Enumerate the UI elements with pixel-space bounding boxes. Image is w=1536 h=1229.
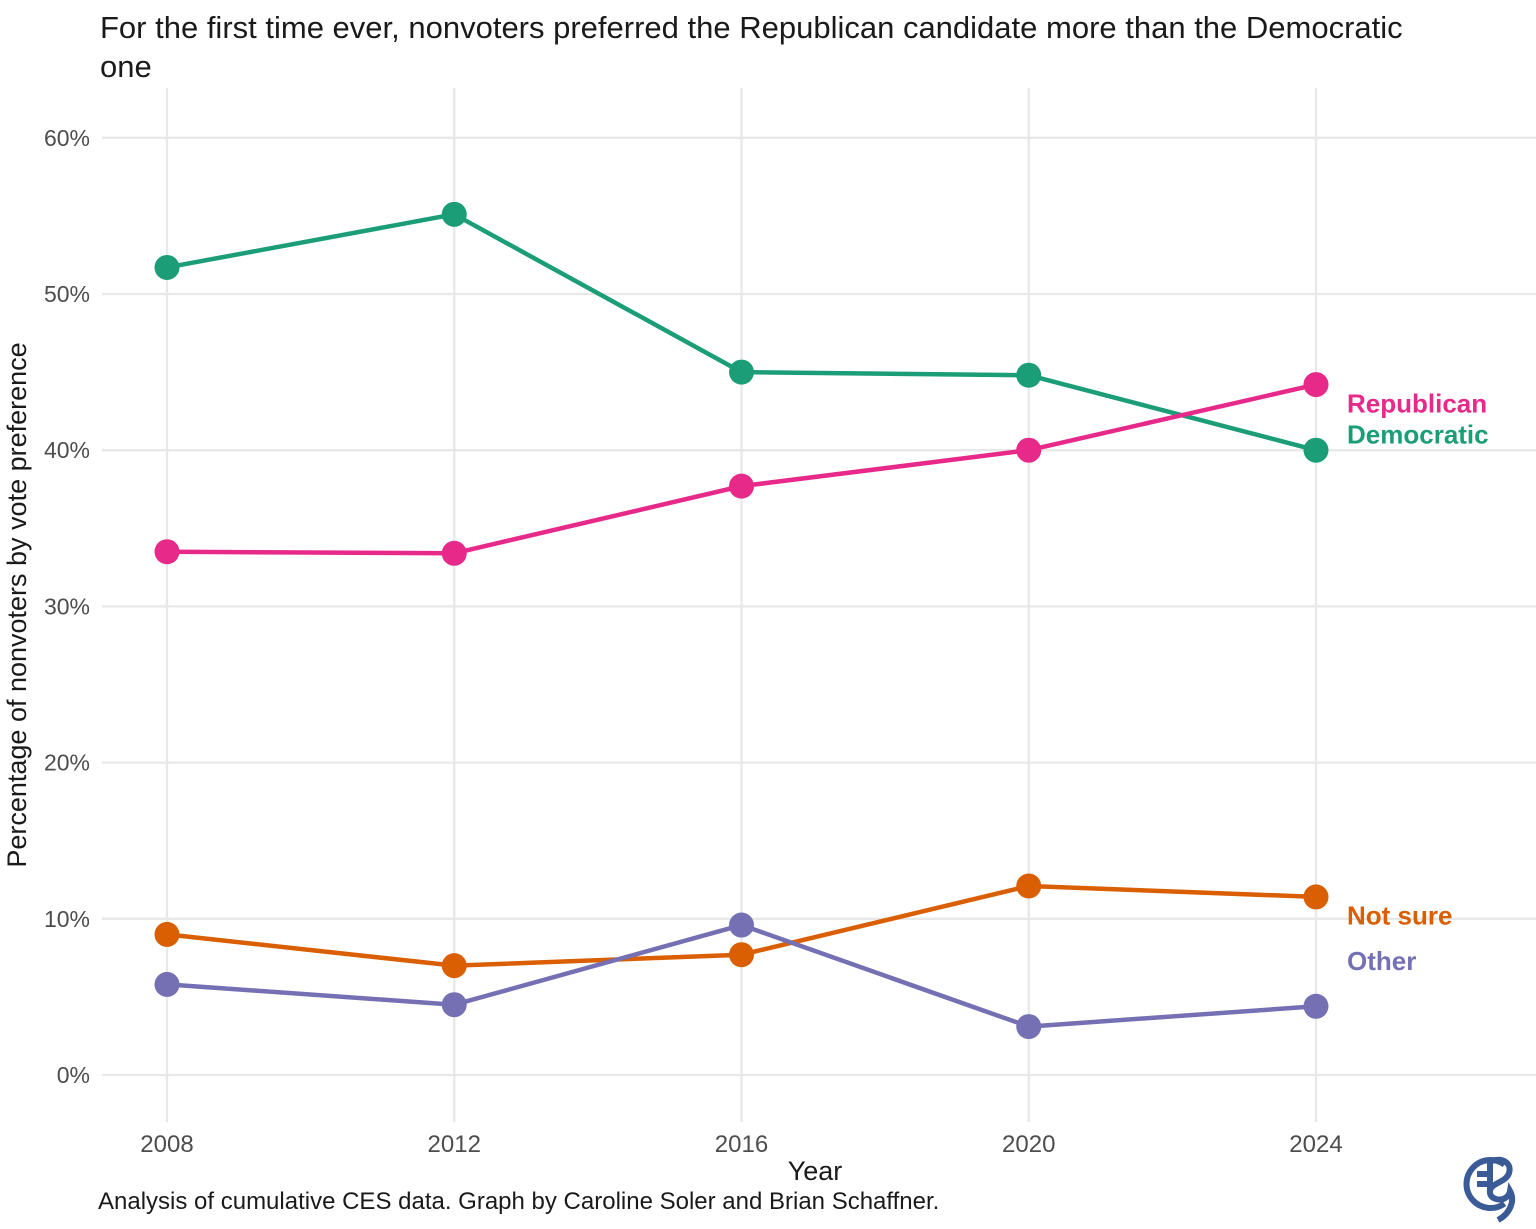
series-label-not-sure: Not sure (1347, 901, 1452, 931)
data-point-republican (1016, 437, 1042, 463)
data-point-republican (154, 539, 180, 565)
y-tick-label: 20% (44, 750, 90, 776)
x-tick-label: 2020 (1002, 1131, 1055, 1158)
data-point-not-sure (154, 921, 180, 947)
y-tick-label: 60% (44, 125, 90, 151)
data-point-republican (441, 540, 467, 566)
data-point-republican (1303, 372, 1329, 398)
data-point-other (154, 971, 180, 997)
data-point-not-sure (441, 953, 467, 979)
data-point-democratic (1303, 437, 1329, 463)
series-label-democratic: Democratic (1347, 420, 1489, 450)
chart-title: For the first time ever, nonvoters prefe… (100, 10, 1403, 85)
source-caption: Analysis of cumulative CES data. Graph b… (98, 1188, 940, 1215)
y-tick-label: 40% (44, 437, 90, 463)
y-tick-label: 0% (57, 1062, 90, 1088)
data-point-not-sure (1016, 873, 1042, 899)
data-point-democratic (441, 201, 467, 227)
data-point-democratic (1016, 362, 1042, 388)
y-axis-title: Percentage of nonvoters by vote preferen… (2, 342, 32, 867)
x-tick-label: 2024 (1289, 1131, 1342, 1158)
data-point-democratic (729, 359, 754, 385)
x-tick-label: 2012 (428, 1131, 481, 1158)
x-axis-title: Year (788, 1156, 843, 1186)
data-point-other (441, 992, 467, 1018)
x-tick-label: 2008 (140, 1131, 193, 1158)
ces-logo (1462, 1152, 1518, 1229)
series-label-republican: Republican (1347, 388, 1487, 418)
ces-logo-icon (1463, 1156, 1516, 1223)
y-tick-label: 30% (44, 593, 90, 619)
data-point-republican (729, 473, 754, 499)
y-tick-label: 50% (44, 281, 90, 307)
data-point-other (729, 912, 754, 938)
logo-s-stroke (1486, 1156, 1516, 1223)
x-tick-label: 2016 (715, 1131, 768, 1158)
data-point-other (1303, 993, 1329, 1019)
data-point-not-sure (1303, 884, 1329, 910)
series-label-other: Other (1347, 946, 1416, 976)
y-tick-label: 10% (44, 906, 90, 932)
data-point-other (1016, 1014, 1042, 1040)
data-point-not-sure (729, 942, 754, 968)
data-point-democratic (154, 254, 180, 280)
